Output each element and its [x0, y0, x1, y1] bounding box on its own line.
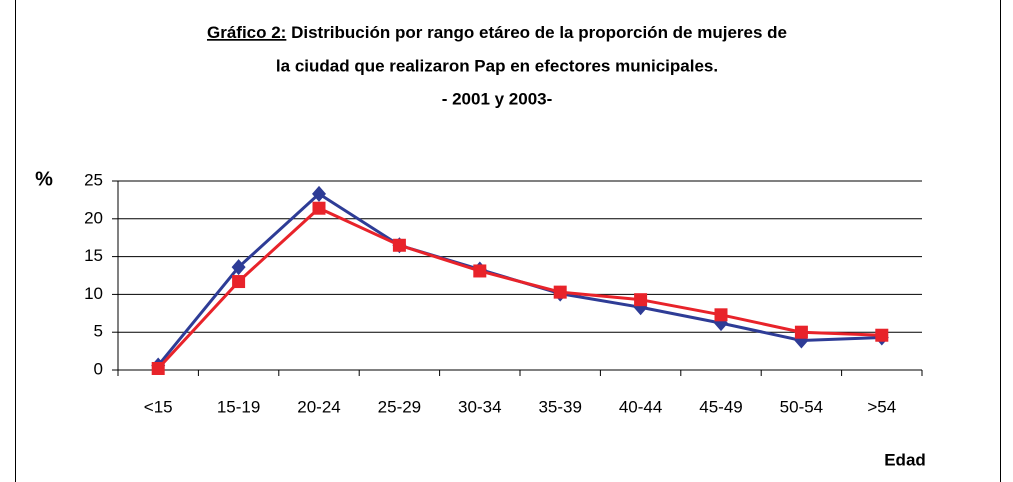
x-tick-label: 15-19 — [217, 397, 260, 416]
x-tick-label: <15 — [144, 397, 173, 416]
y-axis-label: % — [35, 168, 53, 190]
y-tick-label: 10 — [84, 284, 103, 303]
marker — [231, 259, 246, 276]
marker — [634, 293, 648, 307]
marker — [312, 185, 326, 202]
marker — [714, 308, 728, 322]
marker — [232, 275, 246, 289]
marker — [473, 264, 487, 278]
y-tick-label: 15 — [84, 246, 103, 265]
x-tick-label: 40-44 — [619, 397, 662, 416]
x-axis-label: Edad — [884, 450, 926, 469]
marker — [392, 238, 406, 252]
marker — [151, 361, 165, 375]
title-prefix: Gráfico 2: — [207, 23, 286, 42]
x-tick-label: 50-54 — [780, 397, 823, 416]
title-line: la ciudad que realizaron Pap en efectore… — [276, 56, 718, 75]
y-tick-label: 5 — [94, 322, 103, 341]
marker — [312, 201, 326, 215]
x-tick-label: 20-24 — [297, 397, 340, 416]
y-tick-label: 25 — [84, 170, 103, 189]
x-tick-label: 35-39 — [538, 397, 581, 416]
x-tick-label: >54 — [867, 397, 896, 416]
y-tick-label: 20 — [84, 208, 103, 227]
series-line — [157, 206, 882, 370]
x-tick-label: 25-29 — [378, 397, 421, 416]
marker — [794, 325, 808, 339]
marker — [553, 285, 567, 299]
chart-frame — [15, 0, 1001, 482]
x-tick-label: 45-49 — [699, 397, 742, 416]
title-line: Distribución por rango etáreo de la prop… — [291, 23, 787, 42]
chart-title: Gráfico 2: Distribución por rango etáreo… — [207, 23, 787, 42]
x-tick-label: 30-34 — [458, 397, 501, 416]
marker — [875, 328, 889, 342]
y-tick-label: 0 — [94, 359, 103, 378]
title-line: - 2001 y 2003- — [442, 89, 553, 108]
